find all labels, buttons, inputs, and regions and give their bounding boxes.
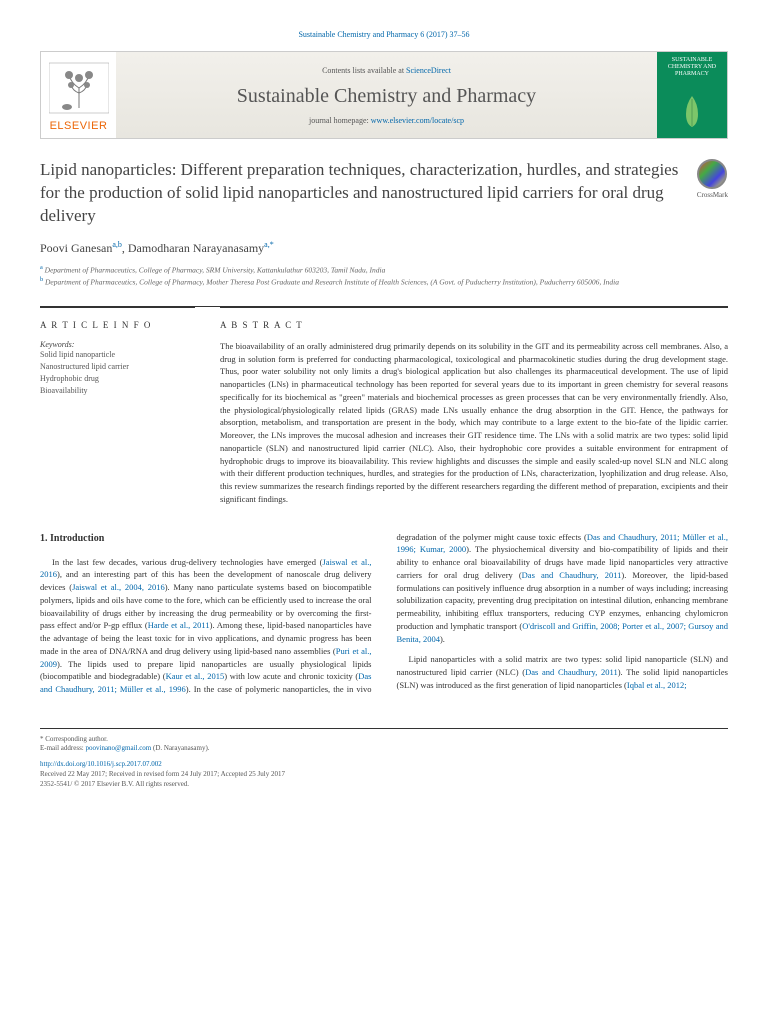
abstract-text: The bioavailability of an orally adminis… (220, 340, 728, 506)
journal-header: ELSEVIER Contents lists available at Sci… (40, 51, 728, 139)
citation-link[interactable]: Jaiswal et al., 2004, 2016 (72, 582, 165, 592)
author-1-affil: a,b (112, 240, 122, 249)
paragraph: Lipid nanoparticles with a solid matrix … (397, 653, 729, 691)
crossmark-widget[interactable]: CrossMark (697, 159, 728, 199)
keywords-label: Keywords: (40, 340, 195, 349)
text: In the last few decades, various drug-de… (52, 557, 323, 567)
body-text: 1. Introduction In the last few decades,… (40, 531, 728, 698)
email-label: E-mail address: (40, 744, 86, 752)
section-heading: 1. Introduction (40, 531, 372, 546)
email-link[interactable]: poovinano@gmail.com (86, 744, 152, 752)
text: ). In (186, 684, 201, 694)
cover-title: SUSTAINABLE CHEMISTRY AND PHARMACY (662, 57, 722, 79)
journal-citation: Sustainable Chemistry and Pharmacy 6 (20… (40, 30, 728, 39)
keyword: Solid lipid nanoparticle (40, 349, 195, 361)
homepage-link[interactable]: www.elsevier.com/locate/scp (371, 116, 464, 125)
keyword: Hydrophobic drug (40, 373, 195, 385)
keywords-list: Solid lipid nanoparticle Nanostructured … (40, 349, 195, 397)
sciencedirect-link[interactable]: ScienceDirect (406, 66, 451, 75)
doi-link[interactable]: http://dx.doi.org/10.1016/j.scp.2017.07.… (40, 760, 728, 770)
citation-link[interactable]: Kaur et al., 2015 (166, 671, 225, 681)
email-author: (D. Narayanasamy). (151, 744, 209, 752)
journal-name: Sustainable Chemistry and Pharmacy (237, 85, 536, 108)
elsevier-tree-icon (49, 58, 109, 118)
info-abstract-row: A R T I C L E I N F O Keywords: Solid li… (40, 306, 728, 506)
contents-list-line: Contents lists available at ScienceDirec… (322, 66, 451, 75)
keyword: Bioavailability (40, 385, 195, 397)
email-line: E-mail address: poovinano@gmail.com (D. … (40, 744, 728, 754)
citation-link[interactable]: Das and Chaudhury, 2011 (522, 570, 622, 580)
citation-link[interactable]: Harde et al., 2011 (148, 620, 210, 630)
abstract: A B S T R A C T The bioavailability of a… (220, 307, 728, 506)
text: ) with low acute and chronic toxicity ( (224, 671, 358, 681)
article-info-heading: A R T I C L E I N F O (40, 320, 195, 330)
homepage-prefix: journal homepage: (309, 116, 371, 125)
author-1: Poovi Ganesan (40, 241, 112, 255)
publisher-name: ELSEVIER (49, 120, 109, 132)
title-row: Lipid nanoparticles: Different preparati… (40, 159, 728, 228)
header-center: Contents lists available at ScienceDirec… (116, 52, 657, 138)
article-title: Lipid nanoparticles: Different preparati… (40, 159, 697, 228)
issn-copyright: 2352-5541/ © 2017 Elsevier B.V. All righ… (40, 780, 728, 790)
footer: * Corresponding author. E-mail address: … (40, 728, 728, 790)
article-info: A R T I C L E I N F O Keywords: Solid li… (40, 307, 195, 506)
authors: Poovi Ganesana,b, Damodharan Narayanasam… (40, 240, 728, 256)
corresponding-author: * Corresponding author. (40, 735, 728, 745)
author-2-affil: a,* (264, 240, 274, 249)
author-2: , Damodharan Narayanasamy (122, 241, 264, 255)
affiliation-b: Department of Pharmaceutics, College of … (43, 277, 619, 286)
affiliations: a Department of Pharmaceutics, College o… (40, 264, 728, 288)
journal-cover: SUSTAINABLE CHEMISTRY AND PHARMACY (657, 52, 727, 138)
citation-link[interactable]: Iqbal et al., 2012; (627, 680, 687, 690)
leaf-icon (680, 94, 705, 129)
received-dates: Received 22 May 2017; Received in revise… (40, 770, 728, 780)
contents-prefix: Contents lists available at (322, 66, 406, 75)
publisher-logo: ELSEVIER (41, 52, 116, 138)
text: ). (440, 634, 445, 644)
citation-link[interactable]: Das and Chaudhury, 2011 (525, 667, 618, 677)
crossmark-badge-icon (697, 159, 727, 189)
keyword: Nanostructured lipid carrier (40, 361, 195, 373)
abstract-heading: A B S T R A C T (220, 320, 728, 330)
affiliation-a: Department of Pharmaceutics, College of … (43, 265, 386, 274)
crossmark-label: CrossMark (697, 191, 728, 199)
homepage-line: journal homepage: www.elsevier.com/locat… (309, 116, 464, 125)
